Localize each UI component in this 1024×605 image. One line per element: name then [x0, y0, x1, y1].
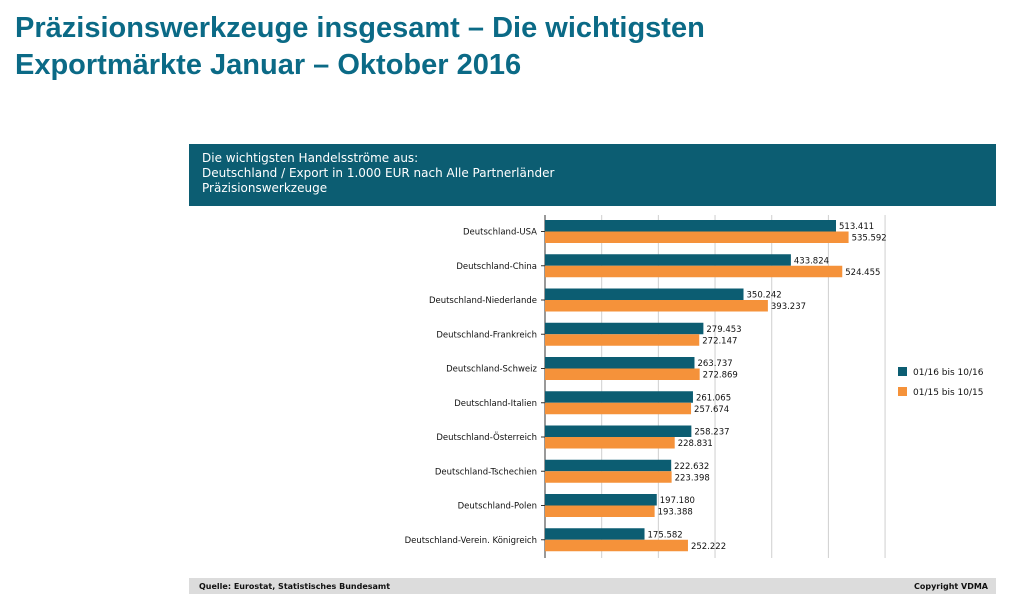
- data-label: 222.632: [674, 462, 709, 472]
- category-label: Deutschland-Tschechien: [435, 467, 537, 477]
- legend-swatch: [898, 367, 907, 376]
- chart-header-line-1: Die wichtigsten Handelsströme aus:: [202, 151, 419, 165]
- data-label: 433.824: [794, 256, 829, 266]
- bar: [545, 437, 675, 449]
- category-label: Deutschland-Italien: [454, 399, 537, 409]
- data-label: 252.222: [691, 542, 726, 552]
- data-label: 228.831: [678, 439, 713, 449]
- chart-header-line-2: Deutschland / Export in 1.000 EUR nach A…: [202, 166, 555, 180]
- category-label: Deutschland-China: [456, 262, 537, 272]
- category-label: Deutschland-USA: [463, 228, 537, 238]
- category-label: Deutschland-Österreich: [436, 432, 537, 443]
- bar: [545, 539, 688, 552]
- bar: [545, 254, 791, 266]
- data-label: 263.737: [697, 359, 732, 369]
- bar: [545, 425, 692, 437]
- legend-swatch: [898, 387, 907, 396]
- data-label: 272.869: [703, 371, 738, 381]
- source-note: Quelle: Eurostat, Statistisches Bundesam…: [199, 581, 391, 591]
- data-label: 197.180: [660, 496, 695, 506]
- bar: [545, 334, 700, 346]
- data-label: 350.242: [747, 291, 782, 301]
- copyright-note: Copyright VDMA: [913, 581, 988, 591]
- bar: [545, 528, 645, 540]
- bar: [545, 231, 849, 243]
- bar: [545, 288, 744, 300]
- data-label: 513.411: [839, 222, 874, 232]
- data-label: 193.388: [658, 508, 693, 518]
- bar: [545, 322, 704, 335]
- bar: [545, 391, 693, 403]
- category-label: Deutschland-Verein. Königreich: [405, 536, 537, 546]
- bar: [545, 505, 655, 517]
- legend-label: 01/15 bis 10/15: [913, 388, 984, 398]
- bar: [545, 357, 695, 369]
- bar: [545, 265, 843, 278]
- data-label: 279.453: [706, 325, 741, 335]
- bar: [545, 368, 700, 380]
- data-label: 272.147: [702, 336, 737, 346]
- bar: [545, 459, 672, 472]
- bar: [545, 402, 692, 415]
- category-label: Deutschland-Polen: [458, 502, 537, 512]
- bar: [545, 494, 657, 506]
- category-label: Deutschland-Niederlande: [429, 296, 537, 306]
- data-label: 258.237: [694, 428, 729, 438]
- chart-header: Die wichtigsten Handelsströme aus: Deuts…: [189, 144, 996, 206]
- data-label: 393.237: [771, 302, 806, 312]
- bar: [545, 220, 836, 232]
- slide-title-line-1: Präzisionswerkzeuge insgesamt – Die wich…: [15, 12, 705, 44]
- slide-title: Präzisionswerkzeuge insgesamt – Die wich…: [15, 10, 975, 84]
- category-label: Deutschland-Frankreich: [436, 330, 537, 340]
- data-label: 257.674: [694, 405, 729, 415]
- bar: [545, 471, 672, 483]
- chart-header-line-3: Präzisionswerkzeuge: [202, 181, 328, 195]
- data-label: 535.592: [852, 234, 887, 244]
- data-label: 223.398: [675, 473, 710, 483]
- slide-title-line-2: Exportmärkte Januar – Oktober 2016: [15, 49, 522, 81]
- chart-footer: Quelle: Eurostat, Statistisches Bundesam…: [189, 578, 996, 594]
- bar: [545, 300, 768, 312]
- category-label: Deutschland-Schweiz: [446, 365, 537, 375]
- data-label: 175.582: [648, 530, 683, 540]
- data-label: 261.065: [696, 393, 731, 403]
- legend-label: 01/16 bis 10/16: [913, 368, 984, 378]
- data-label: 524.455: [845, 268, 880, 278]
